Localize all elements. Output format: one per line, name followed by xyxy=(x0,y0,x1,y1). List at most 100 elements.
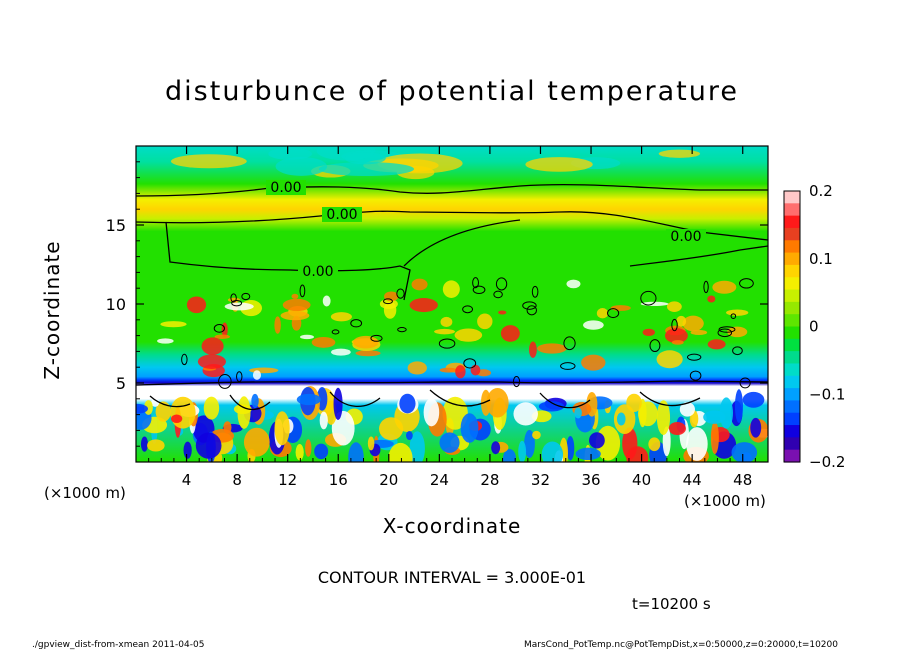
field-blob xyxy=(596,308,609,319)
field-blob xyxy=(409,298,438,313)
colorbar-swatch xyxy=(784,363,800,377)
field-blob xyxy=(480,389,491,416)
contour-loop xyxy=(739,278,754,289)
contour-loop xyxy=(703,280,709,294)
colorbar-swatch xyxy=(784,326,800,340)
colorbar-swatch xyxy=(784,351,800,365)
field-blob xyxy=(186,296,207,314)
field-blob xyxy=(734,389,743,423)
field-blob xyxy=(574,407,582,419)
field-blob xyxy=(300,334,314,340)
contour-loop xyxy=(732,346,743,356)
field-blob xyxy=(434,328,455,335)
contour-loop xyxy=(241,292,251,301)
colorbar-swatch xyxy=(784,314,800,328)
contour-label: 0.00 xyxy=(302,264,333,280)
field-blob xyxy=(477,313,493,330)
field-blob xyxy=(224,302,254,311)
contour-line xyxy=(136,380,768,386)
contour-loop xyxy=(350,319,363,328)
field-blob xyxy=(305,439,312,457)
colorbar-swatch xyxy=(784,264,800,278)
time-stamp: t=10200 s xyxy=(632,595,711,613)
field-blob xyxy=(707,295,716,303)
field-blob xyxy=(581,354,606,371)
colorbar-swatch xyxy=(784,203,800,217)
field-blob xyxy=(454,328,483,342)
field-blob xyxy=(682,315,704,332)
contour-label: 0.00 xyxy=(670,229,701,245)
field-blob xyxy=(439,367,458,373)
field-blob xyxy=(626,446,649,462)
colorbar-swatch xyxy=(784,252,800,266)
contour-loop xyxy=(730,313,737,319)
colorbar xyxy=(783,190,801,463)
colorbar-swatch xyxy=(784,191,800,204)
field-blob xyxy=(525,157,593,172)
colorbar-swatch xyxy=(784,215,800,229)
footer-left: ./gpview_dist-from-xmean 2011-04-05 xyxy=(32,640,205,650)
field-blob xyxy=(268,147,313,160)
y-tick-label: 5 xyxy=(116,374,126,393)
field-blob xyxy=(486,387,509,418)
x-tick-label: 16 xyxy=(329,471,348,489)
contour-loop xyxy=(181,353,188,366)
contour-loop xyxy=(236,371,243,383)
contour-loop xyxy=(331,329,340,335)
field-blob xyxy=(318,162,415,176)
field-blob xyxy=(201,337,224,355)
contour-loop xyxy=(213,324,225,333)
colorbar-swatch xyxy=(784,338,800,352)
colorbar-swatch xyxy=(784,388,800,402)
field-blob xyxy=(319,411,328,430)
field-blob xyxy=(668,421,686,436)
contour-line xyxy=(136,184,768,197)
field-blob xyxy=(197,354,226,369)
field-blob xyxy=(500,325,520,342)
field-blob xyxy=(498,310,507,315)
x-tick-label: 44 xyxy=(683,471,702,489)
field-blob xyxy=(566,279,581,289)
contour-loop xyxy=(396,288,405,299)
contour-label: 0.00 xyxy=(270,180,301,196)
field-blob xyxy=(538,401,565,412)
contour-line xyxy=(149,389,701,411)
colorbar-tick-label: −0.2 xyxy=(809,453,845,471)
contour-loop xyxy=(560,362,576,370)
field-blob xyxy=(282,298,311,312)
field-blob xyxy=(423,398,440,427)
colorbar-tick-label: −0.1 xyxy=(809,385,845,403)
field-blob xyxy=(367,436,375,451)
field-blob xyxy=(314,443,329,460)
x-axis-label: X-coordinate xyxy=(382,514,522,538)
colorbar-frame xyxy=(783,190,801,463)
field-blob xyxy=(214,334,230,339)
contour-loop xyxy=(718,326,736,333)
field-blob xyxy=(399,393,416,414)
field-blob xyxy=(742,391,765,408)
field-blob xyxy=(388,442,413,462)
colorbar-tick-label: 0.1 xyxy=(809,250,833,268)
contour-loop xyxy=(370,334,383,342)
field-blob xyxy=(642,328,655,337)
field-blob xyxy=(353,335,379,349)
field-blob xyxy=(147,439,165,452)
field-blob xyxy=(658,149,701,158)
colorbar-swatch xyxy=(784,437,800,451)
field-blob xyxy=(330,312,352,322)
contour-loop xyxy=(382,298,393,305)
colorbar-swatch xyxy=(784,227,800,241)
y-tick-label: 10 xyxy=(106,295,126,314)
x-tick-label: 28 xyxy=(480,471,499,489)
x-unit-right: (×1000 m) xyxy=(684,492,766,510)
field-blob xyxy=(648,437,661,452)
field-blob xyxy=(409,431,425,462)
x-unit-left: (×1000 m) xyxy=(44,484,126,502)
contour-loop xyxy=(526,305,537,316)
contour-loop xyxy=(739,377,751,389)
contour-loop xyxy=(397,327,407,333)
colorbar-swatch xyxy=(784,412,800,426)
field-blob xyxy=(566,435,575,461)
field-blob xyxy=(331,348,351,356)
